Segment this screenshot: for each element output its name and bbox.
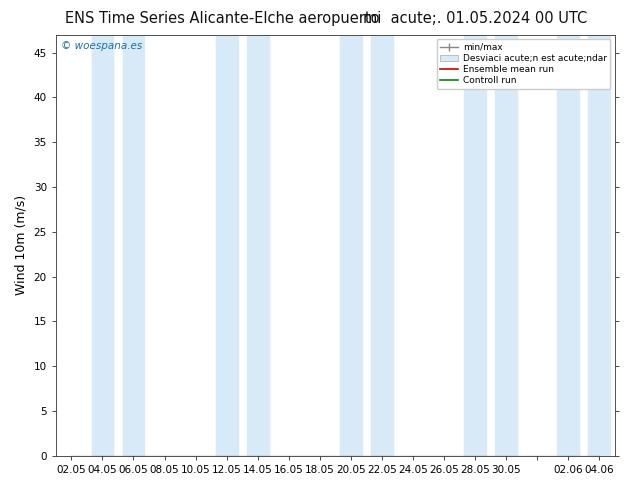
Bar <box>464 35 486 456</box>
Bar <box>371 35 393 456</box>
Legend: min/max, Desviaci acute;n est acute;ndar, Ensemble mean run, Controll run: min/max, Desviaci acute;n est acute;ndar… <box>437 39 611 89</box>
Text: ENS Time Series Alicante-Elche aeropuerto: ENS Time Series Alicante-Elche aeropuert… <box>65 11 379 26</box>
Bar <box>122 35 145 456</box>
Bar <box>557 35 579 456</box>
Text: © woespana.es: © woespana.es <box>61 41 143 51</box>
Bar <box>340 35 362 456</box>
Bar <box>247 35 269 456</box>
Bar <box>588 35 610 456</box>
Bar <box>91 35 113 456</box>
Bar <box>495 35 517 456</box>
Text: mi  acute;. 01.05.2024 00 UTC: mi acute;. 01.05.2024 00 UTC <box>363 11 588 26</box>
Bar <box>216 35 238 456</box>
Y-axis label: Wind 10m (m/s): Wind 10m (m/s) <box>15 195 28 295</box>
